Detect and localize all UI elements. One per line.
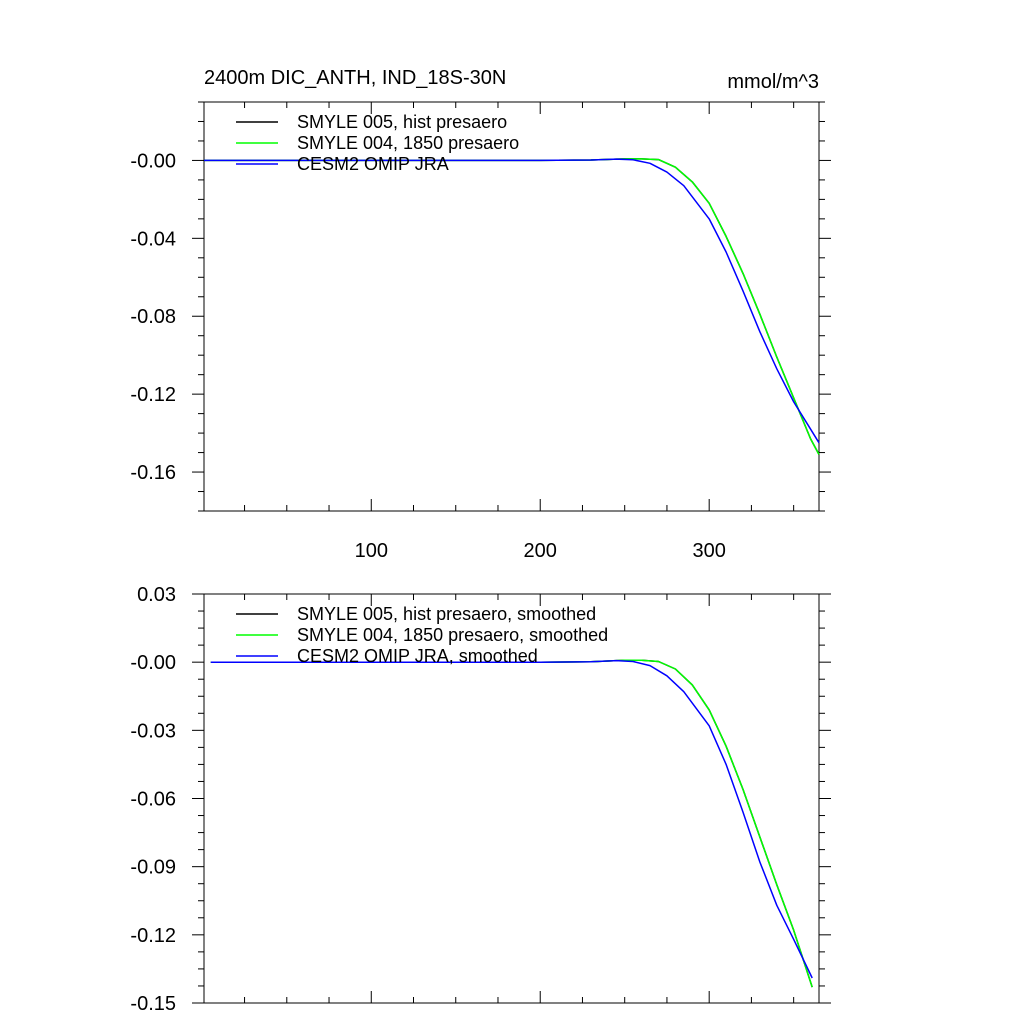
y-tick-label: -0.04	[130, 228, 176, 250]
series-line	[204, 158, 820, 455]
x-tick-label: 200	[524, 540, 557, 562]
legend-label: SMYLE 005, hist presaero	[297, 112, 507, 132]
y-tick-label: -0.12	[130, 925, 176, 947]
x-tick-label: 300	[692, 540, 725, 562]
legend-label: SMYLE 005, hist presaero, smoothed	[297, 604, 596, 624]
legend-label: SMYLE 004, 1850 presaero	[297, 133, 519, 153]
series-line	[204, 158, 820, 455]
legend-label: CESM2 OMIP JRA	[297, 154, 449, 174]
series-line	[210, 659, 813, 988]
y-tick-label: -0.16	[130, 462, 176, 484]
y-tick-label: -0.08	[130, 306, 176, 328]
y-tick-label: -0.06	[130, 789, 176, 811]
chart-title: 2400m DIC_ANTH, IND_18S-30N	[204, 67, 506, 89]
units-label: mmol/m^3	[727, 71, 819, 93]
y-tick-label: -0.15	[130, 993, 176, 1015]
top-panel: 100 200 300 -0.00 -0.04 -0.08 -0.12 -0.16 2400m …	[130, 67, 831, 562]
legend-label: SMYLE 004, 1850 presaero, smoothed	[297, 625, 608, 645]
series-line	[210, 659, 813, 979]
y-tick-label: 0.03	[137, 584, 176, 606]
y-tick-label: -0.00	[130, 652, 176, 674]
y-tick-label: -0.09	[130, 857, 176, 879]
plot-frame	[203, 101, 820, 512]
y-tick-label: -0.00	[130, 150, 176, 172]
bottom-panel: 0.03 -0.00 -0.03 -0.06 -0.09 -0.12 -0.15 SMYLE …	[130, 584, 831, 1015]
x-tick-label: 100	[355, 540, 388, 562]
y-tick-label: -0.03	[130, 720, 176, 742]
series-line	[210, 659, 813, 988]
legend-label: CESM2 OMIP JRA, smoothed	[297, 646, 538, 666]
series-line	[204, 158, 820, 444]
y-tick-label: -0.12	[130, 384, 176, 406]
